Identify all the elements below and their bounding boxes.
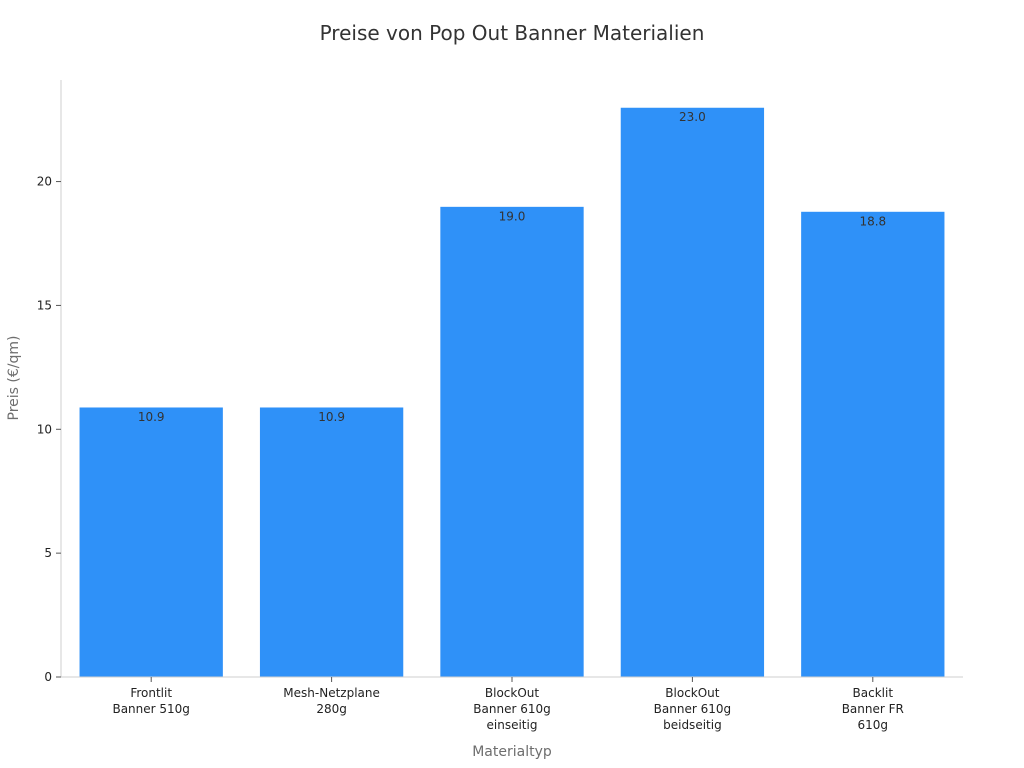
x-tick-label: Frontlit Banner 510g (112, 686, 189, 716)
x-axis-label: Materialtyp (472, 744, 552, 760)
x-tick-label-line: Banner 610g (473, 702, 550, 716)
y-tick-label: 0 (44, 670, 52, 684)
bar (78, 406, 224, 678)
x-tick-label-line: Frontlit (130, 686, 172, 700)
x-tick-label-line: Mesh-Netzplane (283, 686, 380, 700)
x-tick-label-line: Banner 510g (112, 702, 189, 716)
x-tick-label-line: Backlit (853, 686, 894, 700)
data-label: 10.9 (318, 410, 345, 424)
y-tick-label: 10 (37, 422, 52, 436)
x-tick-label-line: BlockOut (665, 686, 720, 700)
x-tick-label: Mesh-Netzplane 280g (283, 686, 380, 716)
bar (439, 205, 585, 678)
y-axis-label: Preis (€/qm) (6, 336, 22, 421)
x-tick-label-line: Banner 610g (654, 702, 731, 716)
bar (258, 406, 405, 678)
x-tick-label: BlockOut Banner 610g beidseitig (654, 686, 731, 732)
data-label: 23.0 (679, 110, 706, 124)
data-label: 18.8 (859, 214, 886, 228)
y-tick-label: 15 (37, 298, 52, 312)
x-tick-label-line: 610g (858, 718, 889, 732)
y-tick-label: 5 (44, 546, 52, 560)
bar (619, 106, 766, 678)
x-tick-label: BlockOut Banner 610g einseitig (473, 686, 550, 732)
x-tick-label-line: BlockOut (485, 686, 540, 700)
x-tick-label-line: Banner FR (842, 702, 904, 716)
x-tick-label-line: beidseitig (663, 718, 722, 732)
x-tick-label-line: einseitig (487, 718, 538, 732)
bar (800, 210, 946, 678)
data-label: 10.9 (138, 410, 165, 424)
y-tick-label: 20 (37, 175, 52, 189)
x-tick-label-line: 280g (316, 702, 347, 716)
data-label: 19.0 (499, 209, 526, 223)
x-tick-label: Backlit Banner FR 610g (842, 686, 904, 732)
plot-area: 10.9 10.9 19.0 23.0 18.8 0 5 10 15 20 Frontlit Bann… (37, 80, 963, 732)
chart-title: Preise von Pop Out Banner Materialien (320, 21, 705, 45)
